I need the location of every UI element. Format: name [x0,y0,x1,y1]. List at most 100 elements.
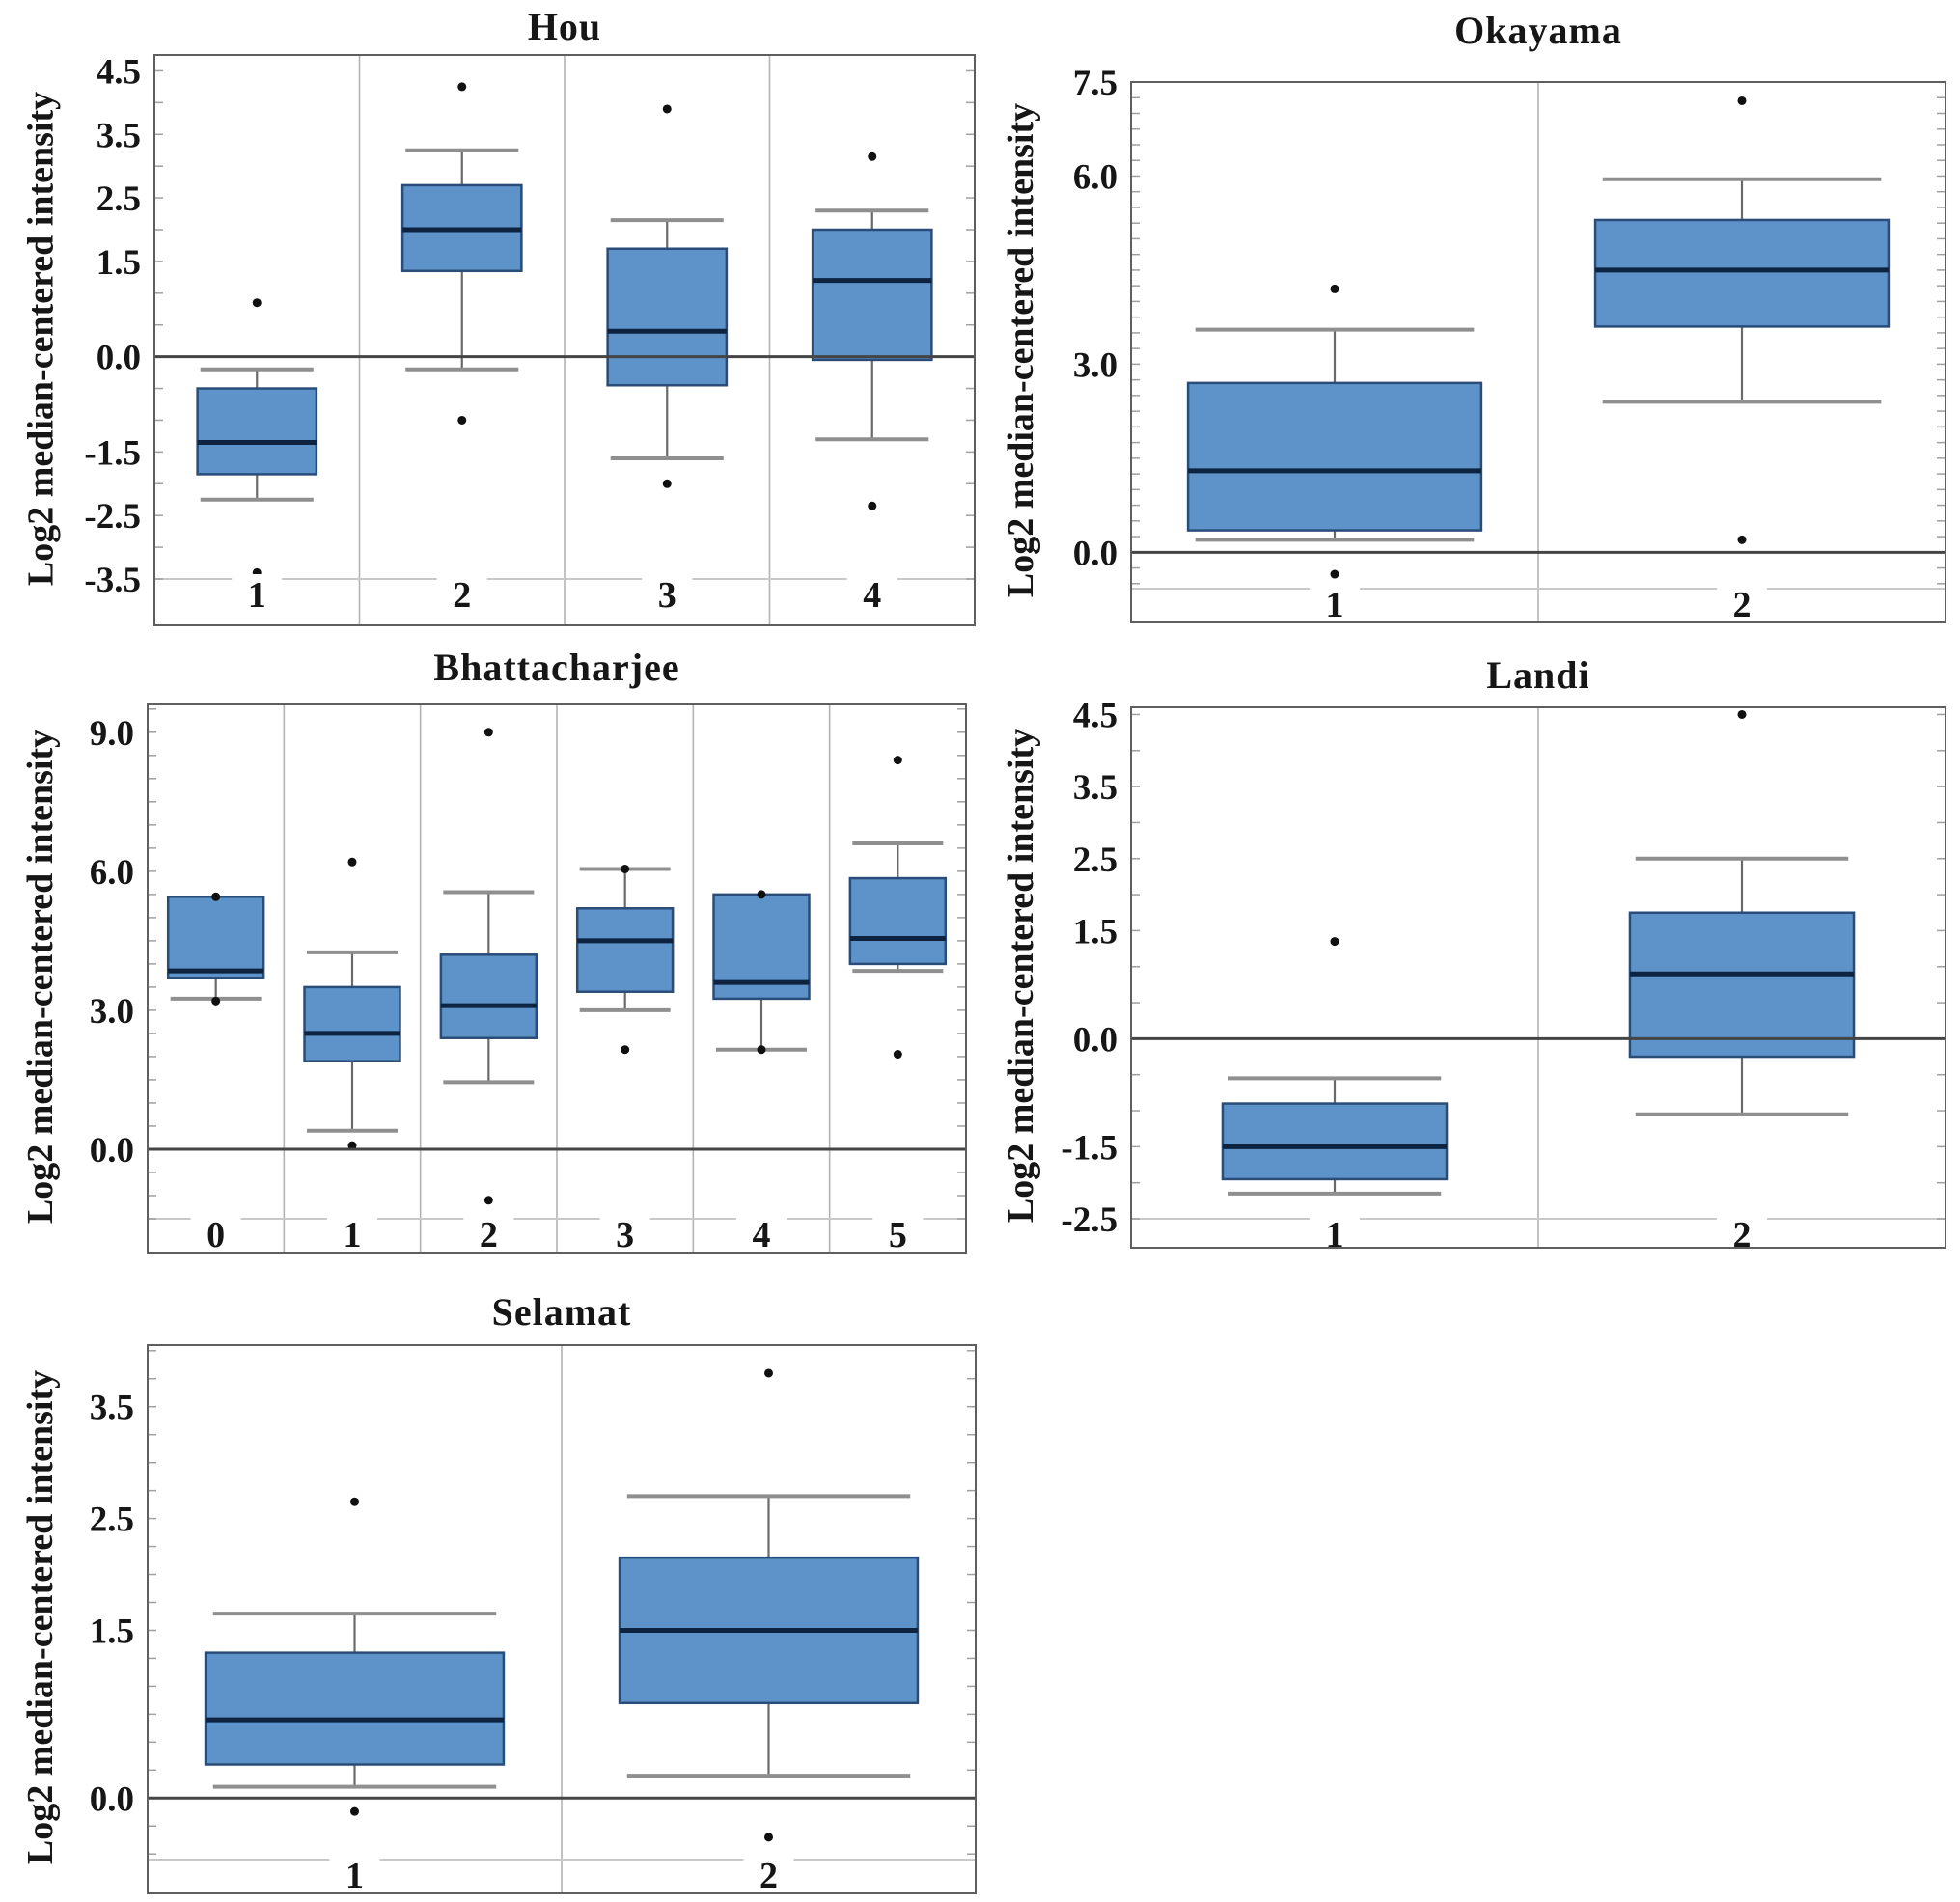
category-label: 1 [345,1856,364,1896]
box-group [166,892,265,1006]
box-group [1186,284,1483,579]
outlier-point [457,415,467,425]
box [848,876,948,966]
outlier-point [350,1806,359,1816]
outlier-point [483,728,493,737]
y-tick-label: 4.5 [1073,696,1118,735]
box-group [1593,96,1891,544]
plot-border [147,1344,977,1894]
y-tick-label: 9.0 [90,714,134,754]
y-tick-label: 0.0 [90,1779,134,1819]
category-label: 2 [480,1215,498,1255]
y-tick-label: 0.0 [1073,534,1118,573]
y-tick-label: 1.5 [97,243,141,283]
y-tick-label: -1.5 [84,433,141,473]
category-label-halo [1717,584,1767,615]
box-group [400,82,523,425]
category-label-halo [736,1214,787,1245]
category-label-halo [599,1214,650,1245]
boxplot-canvas-bhattacharjee: 9.0 6.0 3.0 0.0 0 1 2 3 4 5 [90,703,967,1255]
outlier-point [893,1050,902,1060]
category-label-halo [190,1214,241,1245]
outlier-point [662,479,672,488]
box-group [575,864,675,1055]
outlier-point [1330,937,1339,947]
boxplot-landi: Landi Log2 median-centered intensity 4.5… [988,629,1960,1266]
box-group [848,756,948,1060]
box-group [712,890,811,1055]
category-label: 1 [248,575,266,616]
category-label-halo [642,574,693,605]
chart-title: Okayama [1454,9,1622,52]
category-label-halo [1310,584,1360,615]
box-group [1628,709,1856,1116]
box [196,387,318,476]
category-label: 3 [616,1215,634,1255]
outlier-point [350,1497,359,1506]
outlier-point [868,501,877,510]
box [166,896,265,979]
y-tick-label: 6.0 [1073,157,1118,197]
y-tick-label: 3.5 [90,1389,134,1428]
y-tick-label: 2.5 [97,179,141,219]
category-label: 1 [1326,1215,1344,1255]
outlier-point [252,298,262,308]
category-label-halo [329,1855,380,1886]
outlier-point [1330,284,1339,293]
outlier-point [757,1045,766,1055]
outlier-point [764,1368,773,1378]
y-tick-label: 1.5 [1073,912,1118,951]
box-group [196,298,318,577]
box [1593,218,1891,328]
category-label-halo [232,574,283,605]
boxplot-selamat: Selamat Log2 median-centered intensity 3… [0,1276,988,1902]
chart-title: Bhattacharjee [433,646,680,689]
y-tick-label: 2.5 [1073,841,1118,880]
outlier-point [621,864,630,873]
outlier-point [893,756,902,765]
category-label: 2 [1733,1215,1752,1255]
category-label: 1 [1326,585,1344,625]
box [575,907,675,993]
y-tick-label: 3.0 [1073,345,1118,385]
category-label: 1 [344,1215,362,1255]
category-label-halo [327,1214,377,1245]
category-label: 2 [1733,585,1752,625]
y-tick-label: 0.0 [90,1131,134,1171]
category-label: 5 [889,1215,907,1255]
outlier-point [1330,569,1339,579]
category-label: 4 [863,575,881,616]
boxplot-canvas-hou: 4.5 3.5 2.5 1.5 0.0 -1.5 -2.5 -3.5 1 2 3 4 [84,52,976,626]
plot-border [1130,81,1946,623]
outlier-point [483,1196,493,1205]
y-tick-label: -2.5 [84,497,141,537]
outlier-point [764,1833,773,1842]
category-label: 4 [753,1215,771,1255]
boxplot-bhattacharjee: Bhattacharjee Log2 median-centered inten… [0,629,988,1266]
plot-border [1130,706,1946,1249]
category-label: 3 [658,575,676,616]
boxplot-canvas-landi: 4.5 3.5 2.5 1.5 0.0 -1.5 -2.5 1 2 [1061,696,1946,1255]
box [204,1651,506,1766]
y-tick-label: 7.5 [1073,64,1118,103]
category-label-halo [1310,1214,1360,1245]
y-tick-label: 1.5 [90,1612,134,1651]
category-label: 0 [207,1215,225,1255]
box [439,953,538,1039]
box [1221,1102,1449,1181]
plot-border [153,54,976,626]
outlier-point [1737,709,1747,719]
category-label-halo [1717,1214,1767,1245]
chart-title: Selamat [491,1290,632,1334]
category-label-halo [872,1214,924,1245]
outlier-point [757,890,766,899]
category-label-halo [846,574,897,605]
box-group [439,728,538,1205]
box [1186,381,1483,532]
outlier-point [347,857,357,867]
boxplot-hou: Hou Log2 median-centered intensity 4.5 3.… [0,0,988,648]
chart-title: Hou [527,5,602,48]
box [303,985,401,1062]
box-group [606,104,729,488]
y-tick-label: 3.5 [1073,768,1118,808]
